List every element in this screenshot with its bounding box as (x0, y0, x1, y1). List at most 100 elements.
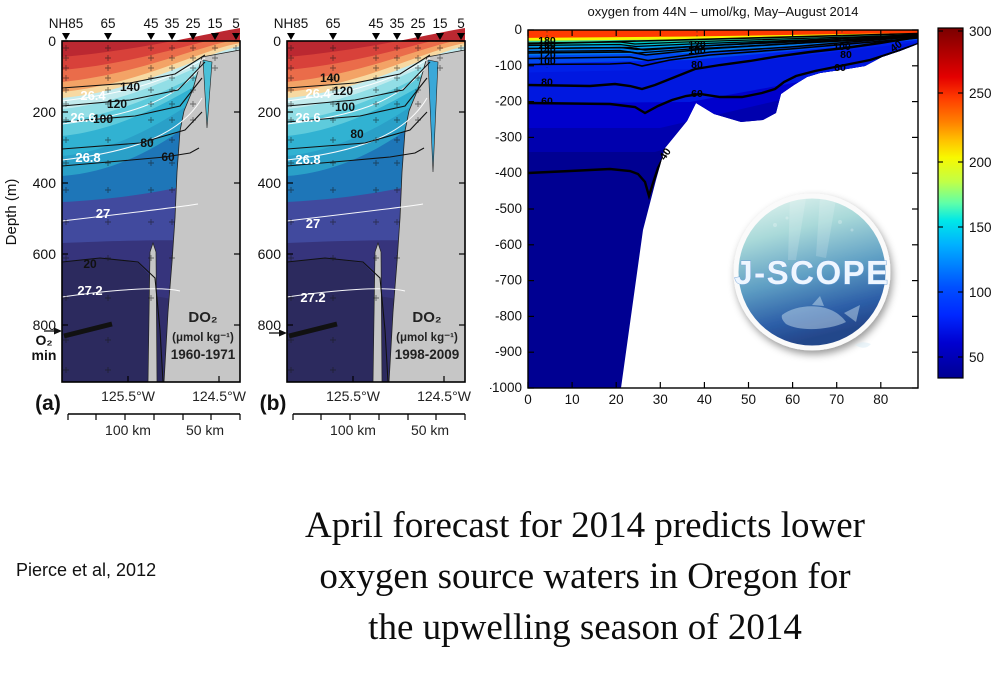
colorbar-tick-label: 150 (969, 220, 992, 235)
oxygen-contour-label: 100 (538, 56, 556, 68)
caption-line: oxygen source waters in Oregon for (319, 556, 851, 598)
oxygen-contour-label: 120 (107, 97, 127, 111)
sample-marker-icon (148, 137, 154, 143)
forecast-section-figure: oxygen from 44N – umol/kg, May–August 20… (490, 4, 992, 407)
oxygen-contour-label: 60 (541, 96, 553, 108)
sample-marker-icon (330, 65, 336, 71)
sample-marker-icon (288, 137, 294, 143)
sample-marker-icon (373, 75, 379, 81)
sample-marker-icon (169, 160, 175, 166)
oxygen-contour-label: 100 (688, 45, 706, 57)
sample-marker-icon (288, 337, 294, 343)
oxygen-contour-label: 60 (691, 88, 703, 100)
oxygen-contour-label: 120 (688, 39, 706, 51)
sample-marker-icon (330, 117, 336, 123)
depth-tick-label: 800 (258, 317, 282, 333)
panel-b-legend-period: 1998-2009 (395, 347, 460, 362)
sample-marker-icon (148, 255, 154, 261)
station-label: NH85 (274, 16, 309, 31)
depth-tick-label: 0 (48, 33, 56, 49)
sample-marker-icon (169, 65, 175, 71)
sample-marker-icon (394, 55, 400, 61)
sample-marker-icon (330, 337, 336, 343)
sample-marker-icon (63, 55, 69, 61)
caption-line: the upwelling season of 2014 (368, 607, 802, 649)
depth-tick-label: -100 (495, 58, 522, 73)
sample-marker-icon (394, 87, 400, 93)
sample-marker-icon (212, 45, 218, 51)
sample-marker-icon (105, 55, 111, 61)
station-label: 5 (457, 16, 465, 31)
sample-marker-icon (373, 117, 379, 123)
station-marker-icon (147, 33, 155, 40)
depth-tick-label: 600 (258, 246, 282, 262)
sample-marker-icon (63, 160, 69, 166)
station-label: NH85 (49, 16, 84, 31)
station-label: 25 (410, 16, 425, 31)
sample-marker-icon (330, 87, 336, 93)
depth-tick-label: 200 (33, 104, 57, 120)
sample-marker-icon (373, 137, 379, 143)
sample-marker-icon (394, 117, 400, 123)
sample-marker-icon (288, 87, 294, 93)
x-tick-label: 70 (829, 392, 844, 407)
panel-a-legend-title: DO₂ (188, 309, 217, 326)
sample-marker-icon (63, 337, 69, 343)
sample-marker-icon (148, 219, 154, 225)
sample-marker-icon (233, 45, 239, 51)
sample-marker-icon (373, 255, 379, 261)
sample-marker-icon (63, 65, 69, 71)
sample-marker-icon (63, 75, 69, 81)
sample-marker-icon (63, 255, 69, 261)
sample-marker-icon (373, 187, 379, 193)
observed-sections-figure: NH85 65 45 35 25 15 5020040060080026.426.626.8… (3, 16, 472, 438)
sample-marker-icon (105, 137, 111, 143)
fish-icon (781, 296, 871, 348)
panel-a-legend-period: 1960-1971 (171, 347, 236, 362)
sample-marker-icon (190, 45, 196, 51)
station-label: 45 (143, 16, 158, 31)
sample-marker-icon (394, 75, 400, 81)
sample-marker-icon (394, 65, 400, 71)
sample-marker-icon (373, 87, 379, 93)
sample-marker-icon (330, 219, 336, 225)
sample-marker-icon (394, 101, 400, 107)
oxygen-contour-label: 100 (93, 112, 113, 126)
forecast-title: oxygen from 44N – umol/kg, May–August 20… (588, 4, 859, 19)
sample-marker-icon (148, 295, 154, 301)
sample-marker-icon (148, 55, 154, 61)
oxygen-contour-label: 80 (541, 77, 553, 89)
sample-marker-icon (288, 75, 294, 81)
sample-marker-icon (63, 137, 69, 143)
sample-marker-icon (169, 117, 175, 123)
density-contour-label: 26.4 (80, 88, 106, 103)
station-marker-icon (104, 33, 112, 40)
sample-marker-icon (148, 75, 154, 81)
sample-marker-icon (212, 55, 218, 61)
station-marker-icon (189, 33, 197, 40)
density-contour-label: 27.2 (300, 290, 325, 305)
attribution-text: Pierce et al, 2012 (16, 560, 157, 580)
depth-tick-label: -700 (495, 273, 522, 288)
panel-a-scale-label: 100 km (105, 422, 151, 438)
sample-marker-icon (373, 295, 379, 301)
sample-marker-icon (63, 367, 69, 373)
station-marker-icon (457, 33, 465, 40)
sample-marker-icon (105, 45, 111, 51)
station-label: 35 (164, 16, 179, 31)
oxygen-contour-label: 120 (333, 84, 353, 98)
panel-b-label: (b) (260, 392, 287, 415)
depth-tick-label: 0 (273, 33, 281, 49)
sample-marker-icon (394, 219, 400, 225)
depth-tick-label: 400 (33, 175, 57, 191)
sample-marker-icon (169, 137, 175, 143)
depth-tick-label: -500 (495, 201, 522, 216)
depth-tick-label: -1000 (490, 380, 522, 395)
oxygen-contour-label: 140 (538, 44, 556, 56)
sample-marker-icon (169, 45, 175, 51)
oxygen-contour-label: 100 (833, 41, 851, 53)
depth-tick-label: -200 (495, 94, 522, 109)
sample-marker-icon (105, 295, 111, 301)
oxygen-contour-label: 60 (834, 62, 846, 74)
